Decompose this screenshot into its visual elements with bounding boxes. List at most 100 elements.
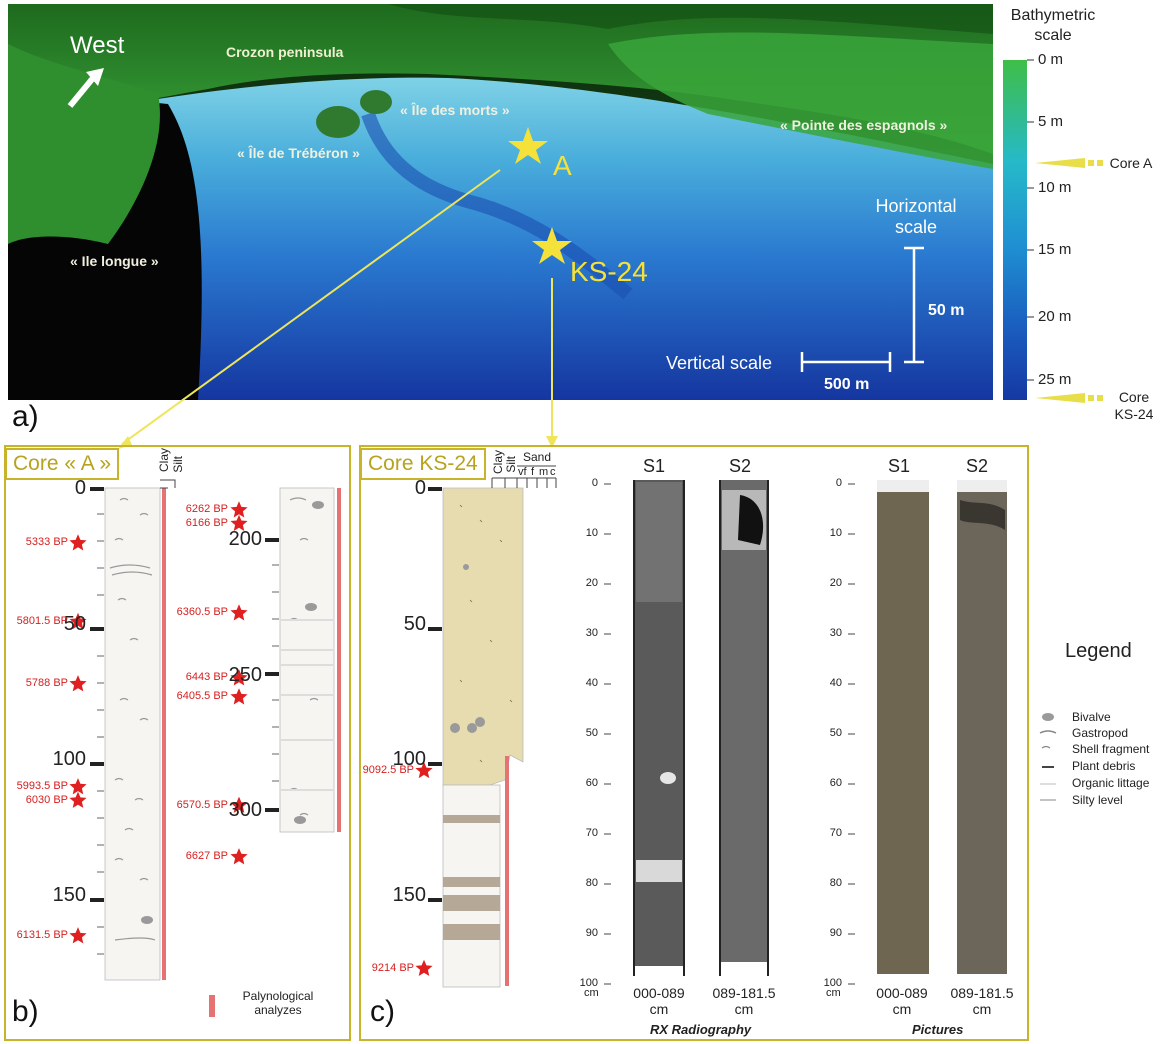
core-ks-pointer-icon xyxy=(1035,393,1085,403)
date-label: 5801.5 BP xyxy=(16,614,68,627)
date-label: 5993.5 BP xyxy=(16,780,68,793)
rx-cap1: 000-089 cm xyxy=(633,985,685,1017)
date-star-icon xyxy=(415,761,433,779)
label-ile-morts: « Île des morts » xyxy=(400,102,510,118)
label-vertical-scale: Vertical scale xyxy=(666,353,773,373)
arrow-head-ks xyxy=(546,436,558,448)
date-label: 6030 BP xyxy=(25,793,68,806)
sand-class: vf xyxy=(518,466,527,478)
pic-cap1: 000-089 cm xyxy=(876,985,928,1017)
rx-scale-label: 0 xyxy=(591,477,598,489)
legend-item-bivalve: Bivalve xyxy=(1072,710,1111,724)
core-a-marker-label: Core A xyxy=(1109,155,1153,171)
pic-s2-header: S2 xyxy=(966,456,989,476)
date-label: 6443 BP xyxy=(185,671,228,684)
date-label: 6262 BP xyxy=(185,503,228,516)
date-star-icon xyxy=(230,604,248,621)
depth-tick-label: 0 xyxy=(414,477,426,499)
star-site-ks-icon xyxy=(532,227,572,264)
legend-item-plant-debris: Plant debris xyxy=(1072,759,1136,773)
date-label: 6166 BP xyxy=(185,516,228,529)
rx-cap2: 089-181.5 cm xyxy=(712,985,776,1017)
rx-scale-label: 10 xyxy=(585,527,598,539)
legend-item-organic-littage: Organic littage xyxy=(1072,776,1150,790)
pic-s1-header: S1 xyxy=(888,456,911,476)
sand-class: m xyxy=(539,466,549,478)
bathymetric-map xyxy=(8,4,993,400)
date-label: 9092.5 BP xyxy=(362,763,414,776)
core-a-pointer-icon xyxy=(1035,158,1085,168)
pic-scale-label: 70 xyxy=(829,827,842,839)
pic-cap2: 089-181.5 cm xyxy=(950,985,1014,1017)
rx-scale-label: 90 xyxy=(585,927,598,939)
date-label: 6627 BP xyxy=(185,850,228,863)
date-star-icon xyxy=(69,612,87,630)
rx-scale-label: 30 xyxy=(585,627,598,639)
legend-item-shell-fragment: Shell fragment xyxy=(1072,742,1150,756)
date-star-icon xyxy=(415,959,433,976)
depth-tick-label: 200 xyxy=(228,528,262,550)
core-a-title: Core « A » xyxy=(5,448,120,480)
core-ks-grain-clay: Clay xyxy=(491,450,505,475)
label-crozon: Crozon peninsula xyxy=(226,44,344,60)
bathy-tick-label: 10 m xyxy=(1038,179,1072,196)
panel-letter-a: a) xyxy=(12,400,39,433)
depth-tick-label: 150 xyxy=(392,883,426,906)
date-label: 9214 BP xyxy=(371,961,414,974)
legend-item-silty-level: Silty level xyxy=(1072,793,1123,807)
depth-tick-label: 50 xyxy=(403,612,426,635)
core-ks-marker-label: Core KS-24 xyxy=(1114,389,1154,422)
depth-tick-label: 100 xyxy=(52,748,86,770)
pic-scale-label: 80 xyxy=(829,877,842,889)
bathy-tick-label: 20 m xyxy=(1038,308,1072,325)
pic-scale-label: 100 xyxy=(823,977,842,989)
pic-scale-label: 40 xyxy=(829,677,842,689)
pic-scale-unit: cm xyxy=(826,987,841,999)
date-star-icon xyxy=(69,778,87,795)
depth-tick-label: 250 xyxy=(228,663,262,686)
bathy-tick-label: 0 m xyxy=(1038,51,1064,68)
date-label: 6131.5 BP xyxy=(16,929,68,942)
rx-scale-label: 70 xyxy=(585,827,598,839)
date-label: 5333 BP xyxy=(25,536,68,549)
bathy-tick-label: 15 m xyxy=(1038,241,1072,258)
label-ile-treberon: « Île de Trébéron » xyxy=(237,145,360,161)
pic-scale-label: 30 xyxy=(829,627,842,639)
line-core-a xyxy=(121,169,501,445)
rx-scale-label: 20 xyxy=(585,577,598,589)
panel-letter-c: c) xyxy=(370,995,395,1028)
sand-class: c xyxy=(550,466,556,478)
bathy-tick-label: 25 m xyxy=(1038,371,1072,388)
label-horizontal-scale: Horizontal scale xyxy=(875,196,957,237)
date-star-icon xyxy=(230,848,248,865)
rx-scale-label: 40 xyxy=(585,677,598,689)
star-site-a-icon xyxy=(508,127,548,164)
rx-footer: RX Radiography xyxy=(650,1022,752,1037)
pic-scale-label: 60 xyxy=(829,777,842,789)
bathymetric-title: Bathymetric scale xyxy=(1010,7,1096,44)
label-vertical-value: 500 m xyxy=(824,376,870,393)
rx-scale-label: 100 xyxy=(579,977,598,989)
rx-s2-header: S2 xyxy=(729,456,752,476)
label-horizontal-value: 50 m xyxy=(928,302,965,319)
depth-tick-label: 0 xyxy=(74,477,86,499)
core-ks-sand-label: Sand xyxy=(523,450,552,464)
label-pointe: « Pointe des espagnols » xyxy=(780,117,948,133)
core-a-grain-clay: Clay xyxy=(157,448,171,473)
rx-scale-label: 50 xyxy=(585,727,598,739)
date-label: 6360.5 BP xyxy=(176,606,228,619)
panel-letter-b: b) xyxy=(12,995,39,1028)
date-star-icon xyxy=(230,796,248,813)
label-ile-longue: « Ile longue » xyxy=(70,253,159,269)
date-star-icon xyxy=(230,688,248,705)
depth-tick-label: 150 xyxy=(52,883,86,906)
depth-tick-label: 300 xyxy=(228,799,262,821)
date-star-icon xyxy=(230,669,248,686)
label-site-ks: KS-24 xyxy=(570,256,648,287)
date-label: 6405.5 BP xyxy=(176,690,228,703)
legend-title: Legend xyxy=(1065,640,1132,662)
core-a-grain-silt: Silt xyxy=(171,456,185,473)
pic-scale-label: 20 xyxy=(829,577,842,589)
pic-scale-label: 90 xyxy=(829,927,842,939)
